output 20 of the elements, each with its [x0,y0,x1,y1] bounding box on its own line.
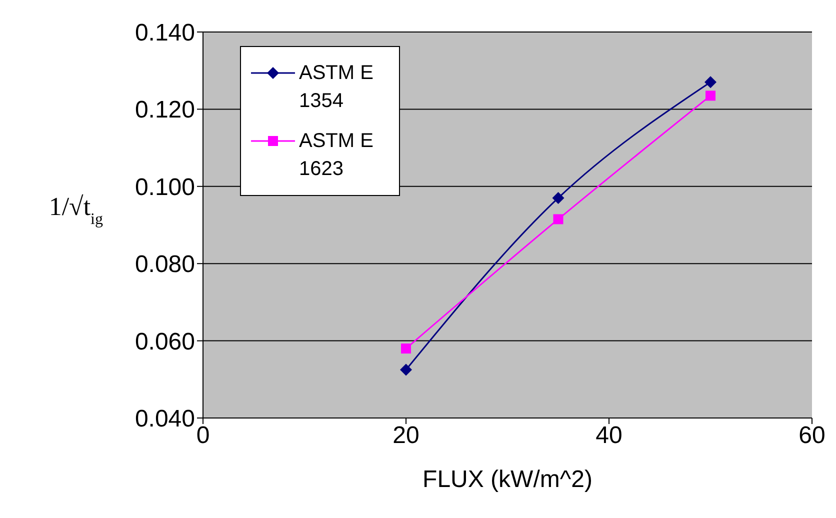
legend-label: ASTM E 1623 [299,129,374,182]
point [401,344,411,354]
point [552,192,564,204]
point [400,364,412,376]
x-tick-label: 40 [596,422,622,450]
y-tick-label: 0.040 [134,406,195,433]
y-tick-label: 0.120 [134,96,195,124]
legend-label: ASTM E 1354 [299,61,374,114]
y-axis-title: 1/√t$_{ig}$ [48,192,103,228]
x-tick-label: 60 [798,422,826,450]
point [553,214,564,224]
y-tick-label: 0.080 [134,251,195,278]
point [704,76,716,88]
x-axis-title: FLUX (kW/m^2) [422,466,592,494]
y-tick-label: 0.100 [134,174,195,201]
point [706,90,716,101]
x-tick-label: 0 [196,422,210,450]
y-tick-label: 0.140 [134,20,195,47]
y-tick-label: 0.060 [134,328,195,356]
x-tick-label: 20 [392,422,420,450]
